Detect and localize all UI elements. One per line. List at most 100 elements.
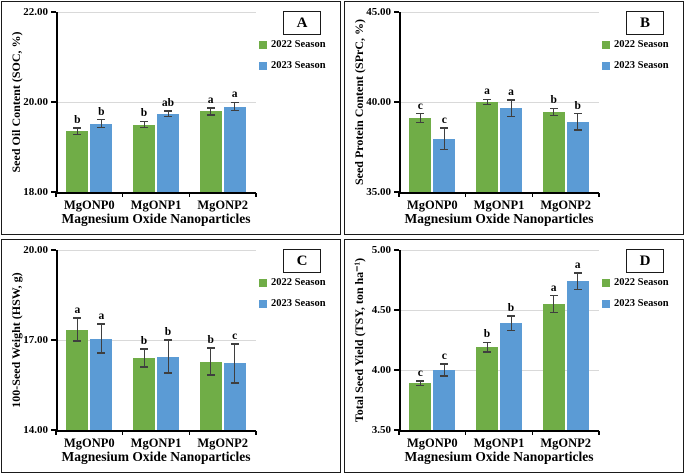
bar-2023-mgonp2: [566, 281, 589, 430]
x-tick-mark: [398, 193, 400, 197]
error-cap-top: [206, 107, 215, 109]
legend-swatch-2023: [259, 299, 267, 308]
y-tick-mark: [51, 429, 56, 431]
panel-label-box: A: [283, 11, 321, 35]
bar-2023-mgonp2: [566, 121, 589, 192]
significance-letter: a: [508, 86, 514, 99]
error-bar: [167, 340, 169, 373]
x-category-label: MgONP2: [197, 436, 248, 450]
legend: 2022 Season 2023 Season: [602, 38, 669, 80]
significance-letter: b: [164, 326, 172, 338]
significance-letter: b: [207, 334, 214, 347]
legend-item-2023: 2023 Season: [602, 59, 669, 72]
error-cap-bottom: [573, 288, 582, 291]
y-tick-label: 20.00: [23, 95, 48, 108]
error-bar: [443, 128, 445, 150]
x-category-label: MgONP1: [130, 198, 182, 212]
x-axis-title: Magnesium Oxide Nanoparticles: [61, 449, 251, 464]
significance-letter: a: [98, 310, 105, 323]
x-tick-mark: [121, 193, 124, 197]
y-tick-mark: [51, 191, 56, 193]
bar-2022-mgonp2: [199, 111, 222, 192]
error-cap-bottom: [206, 374, 215, 376]
x-tick-mark: [531, 193, 534, 197]
x-tick-mark: [464, 193, 467, 197]
gridline: [399, 309, 599, 311]
legend-item-2022: 2022 Season: [602, 38, 669, 51]
error-bar: [234, 102, 236, 111]
x-tick-mark: [531, 431, 534, 435]
significance-letter: a: [574, 258, 581, 271]
bar-2023-mgonp1: [500, 108, 522, 192]
x-category-label: MgONP0: [63, 198, 115, 212]
error-cap-top: [73, 127, 82, 129]
significance-letter: c: [417, 99, 423, 112]
bar-2023-mgonp1: [157, 356, 179, 430]
error-cap-bottom: [73, 340, 82, 342]
panel-label: C: [296, 252, 308, 269]
panel-label-box: B: [626, 11, 664, 35]
error-cap-bottom: [230, 382, 239, 384]
error-bar: [553, 295, 555, 313]
bar-2023-mgonp1: [157, 113, 179, 192]
error-cap-bottom: [483, 103, 491, 106]
x-tick-mark: [55, 431, 57, 435]
significance-letter: b: [574, 99, 581, 112]
error-cap-bottom: [416, 384, 425, 387]
error-cap-top: [164, 110, 172, 112]
gridline: [56, 339, 256, 341]
significance-letter: b: [483, 328, 491, 341]
panel-label-box: D: [626, 249, 664, 273]
legend-item-2022: 2022 Season: [602, 276, 669, 289]
error-cap-bottom: [140, 366, 148, 368]
error-bar: [143, 121, 145, 128]
error-cap-bottom: [507, 329, 515, 332]
x-tick-mark: [398, 431, 400, 435]
error-cap-top: [206, 347, 215, 349]
x-tick-mark: [121, 431, 124, 435]
error-cap-bottom: [206, 114, 215, 116]
error-cap-bottom: [73, 133, 82, 136]
y-tick-mark: [394, 429, 399, 431]
error-bar: [76, 318, 78, 341]
error-cap-top: [440, 363, 449, 365]
error-cap-top: [230, 101, 239, 104]
x-tick-mark: [188, 431, 191, 435]
x-category-label: MgONP1: [130, 436, 182, 450]
legend-swatch-2022: [602, 278, 610, 287]
legend-label-2023: 2023 Season: [614, 60, 669, 71]
bar-2022-mgonp1: [476, 347, 498, 430]
bar-2023-mgonp1: [500, 323, 522, 430]
error-cap-top: [164, 339, 172, 341]
significance-letter: a: [484, 85, 490, 98]
plot-area-a: b b a b ab a 18.00 20.00 22.00 MgONP0 MgONP1 MgONP2: [2, 2, 338, 232]
panel-label: B: [639, 14, 650, 31]
legend-swatch-2022: [259, 40, 267, 49]
x-tick-mark: [598, 193, 600, 197]
panel-label: D: [639, 252, 651, 269]
x-category-label: MgONP0: [406, 436, 458, 450]
y-tick-mark: [51, 11, 56, 13]
gridline: [399, 11, 599, 13]
error-bar: [486, 99, 488, 105]
legend-item-2022: 2022 Season: [259, 38, 326, 51]
error-cap-top: [573, 272, 582, 274]
x-category-label: MgONP0: [63, 436, 115, 450]
panel-label: A: [296, 14, 308, 31]
error-bar: [167, 111, 169, 117]
x-category-label: MgONP2: [197, 198, 248, 212]
significance-letter: c: [232, 329, 238, 342]
significance-letter: c: [441, 350, 447, 362]
x-axis: [398, 430, 599, 432]
x-axis: [398, 192, 599, 194]
legend-swatch-2023: [259, 61, 267, 70]
bar-2022-mgonp1: [476, 102, 498, 192]
significance-letter: a: [74, 304, 81, 317]
error-cap-bottom: [440, 375, 449, 377]
gridline: [399, 249, 599, 251]
error-cap-top: [97, 118, 106, 121]
error-cap-top: [507, 315, 515, 317]
error-cap-bottom: [140, 126, 148, 129]
y-tick-label: 3.50: [371, 423, 391, 436]
